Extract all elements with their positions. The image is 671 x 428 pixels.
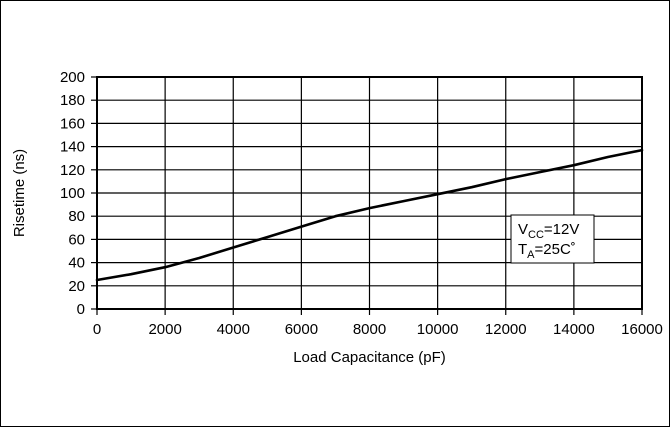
y-tick-label: 200	[60, 69, 85, 86]
y-tick-label: 60	[68, 231, 85, 248]
x-tick-label: 14000	[553, 321, 595, 338]
x-tick-label: 6000	[285, 321, 318, 338]
annotation-ta-subscript: A	[527, 249, 535, 261]
y-tick-label: 80	[68, 208, 85, 225]
y-tick-label: 120	[60, 162, 85, 179]
annotation-ta: TA=25C˚	[518, 241, 576, 261]
annotation-ta-symbol: T	[518, 241, 527, 258]
x-tick-label: 10000	[417, 321, 459, 338]
x-tick-label: 0	[93, 321, 101, 338]
axis-ticks	[91, 76, 643, 315]
x-tick-label: 8000	[353, 321, 386, 338]
annotation-ta-value: =25C˚	[535, 241, 576, 258]
chart-grid	[96, 76, 643, 310]
x-tick-label: 4000	[217, 321, 250, 338]
annotation-vcc-symbol: V	[518, 221, 528, 238]
y-tick-label: 40	[68, 255, 85, 272]
y-axis-title: Risetime (ns)	[11, 149, 28, 237]
y-tick-label: 180	[60, 92, 85, 109]
annotation-box-border	[510, 214, 595, 264]
conditions-annotation: VCC=12V TA=25C˚	[510, 214, 595, 264]
y-tick-label: 0	[77, 301, 85, 318]
annotation-vcc: VCC=12V	[518, 221, 579, 241]
y-tick-label: 160	[60, 115, 85, 132]
x-tick-label: 12000	[485, 321, 527, 338]
annotation-vcc-subscript: CC	[528, 229, 544, 241]
annotation-vcc-value: =12V	[544, 221, 579, 238]
x-tick-label: 16000	[621, 321, 663, 338]
y-tick-label: 140	[60, 139, 85, 156]
y-tick-label: 20	[68, 278, 85, 295]
x-tick-label: 2000	[148, 321, 181, 338]
risetime-curve	[95, 148, 644, 282]
y-tick-label: 100	[60, 185, 85, 202]
series-layer	[95, 148, 644, 282]
x-axis-title: Load Capacitance (pF)	[293, 349, 446, 366]
